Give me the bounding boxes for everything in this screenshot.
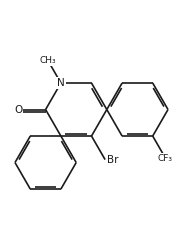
Text: Br: Br [107, 154, 118, 164]
Text: CF₃: CF₃ [158, 154, 173, 163]
Text: O: O [14, 104, 23, 115]
Text: CH₃: CH₃ [40, 56, 57, 66]
Text: N: N [57, 78, 65, 88]
